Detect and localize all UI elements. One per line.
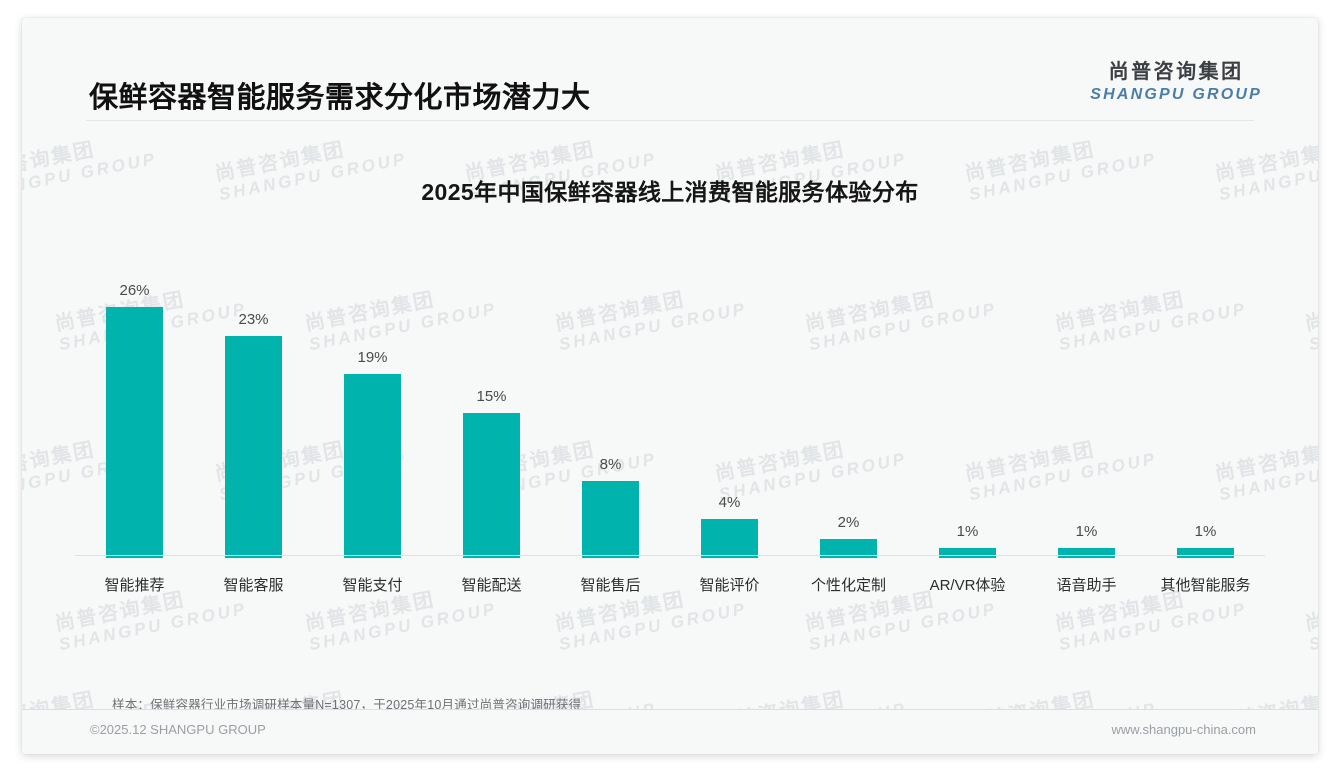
slide-header: 保鲜容器智能服务需求分化市场潜力大 尚普咨询集团 SHANGPU GROUP [22, 18, 1318, 120]
chart-footnote: 样本：保鲜容器行业市场调研样本量N=1307，于2025年10月通过尚普咨询调研… [112, 698, 582, 712]
category-label: 智能评价 [699, 577, 760, 594]
category-label: 智能推荐 [104, 577, 165, 594]
bar-value-label: 23% [238, 311, 269, 328]
bar-container: 19% [313, 268, 432, 558]
watermark-chinese: 尚普咨询集团 [1303, 588, 1318, 636]
bar-container: 1% [1027, 268, 1146, 558]
bar[interactable] [582, 481, 639, 558]
category-label: 其他智能服务 [1160, 577, 1251, 594]
bar-container: 2% [789, 268, 908, 558]
bar-value-label: 26% [119, 282, 150, 299]
bar-column: 4% [670, 268, 789, 558]
logo-chinese-text: 尚普咨询集团 [1108, 61, 1244, 83]
watermark-english: SHANGPU GROUP [57, 599, 249, 655]
bar-column: 2% [789, 268, 908, 558]
bar-value-label: 1% [1075, 523, 1098, 540]
bar-column: 8% [551, 268, 670, 558]
watermark-english: SHANGPU GROUP [307, 599, 499, 655]
watermark-english: SHANGPU GROUP [1307, 299, 1318, 355]
watermark-english: SHANGPU GROUP [1057, 599, 1249, 655]
bar-column: 26% [75, 268, 194, 558]
slide-canvas: 尚普咨询集团 SHANGPU GROUP 尚普咨询集团 SHANGPU GROUP 尚普… [22, 18, 1318, 754]
bar-value-label: 1% [956, 523, 979, 540]
bar-column: 15% [432, 268, 551, 558]
bar[interactable] [463, 413, 520, 558]
watermark-chinese: 尚普咨询集团 [1303, 288, 1318, 336]
page-title: 保鲜容器智能服务需求分化市场潜力大 [89, 82, 591, 114]
watermark-english: SHANGPU GROUP [807, 599, 999, 655]
watermark-english: SHANGPU GROUP [1307, 599, 1318, 655]
category-label: AR/VR体验 [929, 577, 1006, 594]
slide-footer: ©2025.12 SHANGPU GROUP www.shangpu-china… [22, 710, 1318, 754]
bar-value-label: 19% [357, 349, 388, 366]
watermark-english: SHANGPU GROUP [557, 599, 749, 655]
logo-english-text: SHANGPU GROUP [1090, 86, 1262, 103]
category-label: 智能支付 [342, 577, 403, 594]
bar-column: 23% [194, 268, 313, 558]
brand-logo: 尚普咨询集团 SHANGPU GROUP [1090, 62, 1262, 103]
bar[interactable] [939, 548, 996, 558]
header-divider [86, 120, 1254, 121]
bar-chart-plot-area: 26% 23% 19% 15% 8% 4% 2% 1% 1% 1% [75, 268, 1265, 558]
footer-divider [22, 709, 1318, 710]
copyright-text: ©2025.12 SHANGPU GROUP [90, 722, 266, 737]
bar-container: 1% [908, 268, 1027, 558]
bar-column: 1% [908, 268, 1027, 558]
bar[interactable] [344, 374, 401, 558]
bar[interactable] [1177, 548, 1234, 558]
bar-container: 4% [670, 268, 789, 558]
category-label: 个性化定制 [810, 577, 886, 594]
bar[interactable] [701, 519, 758, 558]
bar[interactable] [820, 539, 877, 558]
bar[interactable] [1058, 548, 1115, 558]
category-label: 智能售后 [580, 577, 641, 594]
bar-column: 19% [313, 268, 432, 558]
bar-value-label: 2% [837, 514, 860, 531]
bar-value-label: 15% [476, 388, 507, 405]
chart-baseline-axis [75, 555, 1265, 556]
bar-value-label: 8% [599, 456, 622, 473]
bar-value-label: 1% [1194, 523, 1217, 540]
bar-container: 23% [194, 268, 313, 558]
website-url[interactable]: www.shangpu-china.com [1111, 722, 1256, 737]
bar-column: 1% [1146, 268, 1265, 558]
category-label: 语音助手 [1056, 577, 1117, 594]
bar-container: 26% [75, 268, 194, 558]
bar-container: 1% [1146, 268, 1265, 558]
bar-value-label: 4% [718, 494, 741, 511]
bar[interactable] [106, 307, 163, 558]
bar-container: 8% [551, 268, 670, 558]
bar-column: 1% [1027, 268, 1146, 558]
chart-title: 2025年中国保鲜容器线上消费智能服务体验分布 [421, 179, 919, 205]
category-label: 智能客服 [223, 577, 284, 594]
category-label: 智能配送 [461, 577, 522, 594]
bar[interactable] [225, 336, 282, 558]
bar-container: 15% [432, 268, 551, 558]
